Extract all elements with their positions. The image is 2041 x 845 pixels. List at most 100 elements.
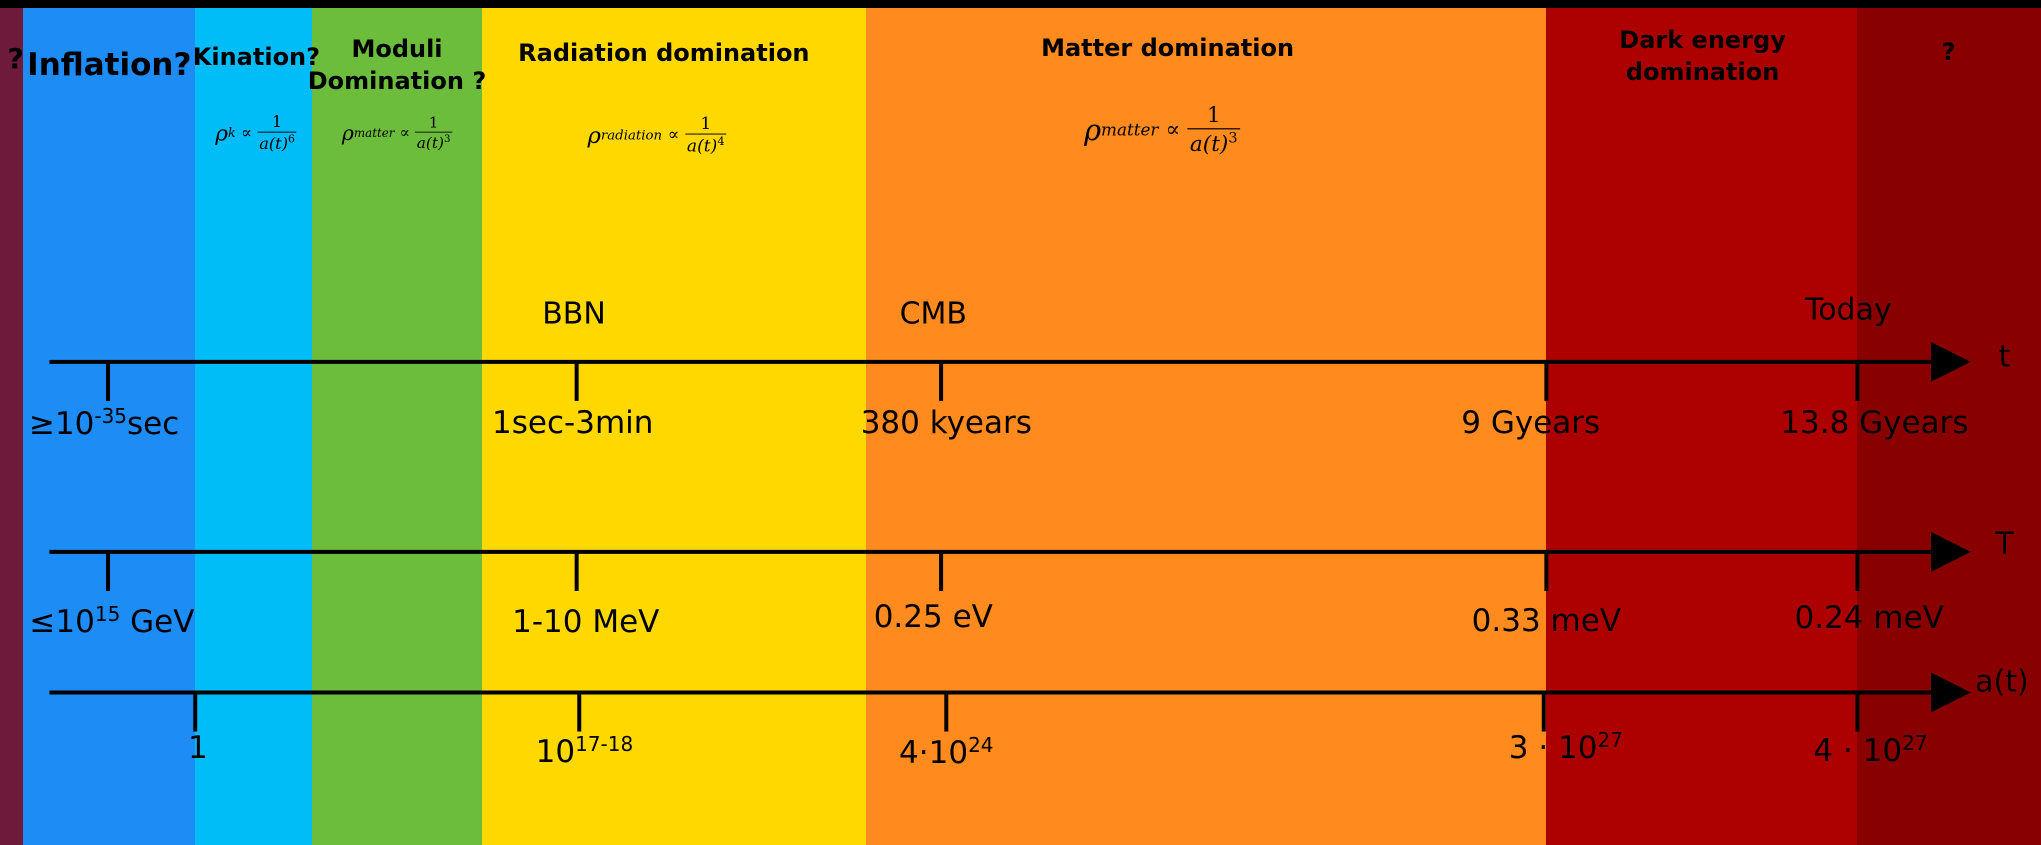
title-line: Kination? — [192, 43, 321, 72]
title-line: Dark energy — [1619, 25, 1786, 54]
title-line: Radiation domination — [518, 39, 810, 68]
title-line: ? — [1941, 38, 1956, 67]
tick-label: 380 kyears — [861, 405, 1032, 441]
axis-name: a(t) — [1975, 664, 2029, 700]
relation: ∝ — [241, 123, 253, 143]
subscript: radiation — [601, 127, 663, 143]
label-text: 13.8 Gyears — [1780, 405, 1969, 442]
denominator: a(t)3 — [415, 131, 453, 152]
tick-label: 0.25 eV — [874, 599, 993, 635]
tick-label: ≤1015 GeV — [29, 602, 194, 640]
tick-label: 1sec-3min — [492, 405, 653, 441]
symbol: ρ — [587, 122, 602, 149]
denominator-base: a(t) — [1190, 131, 1229, 158]
title-line: Matter domination — [1041, 34, 1295, 63]
label-text: 4·10 — [899, 735, 969, 772]
tick-label: 1 — [188, 730, 208, 766]
symbol: ρ — [215, 120, 229, 146]
subscript: k — [228, 125, 237, 140]
exponent: 4 — [717, 134, 725, 149]
label-text: 1 — [187, 730, 208, 767]
band-title: Moduli Domination ? — [308, 33, 486, 97]
label-text: 10 — [535, 734, 576, 771]
numerator: 1 — [700, 113, 712, 134]
left-edge — [0, 8, 24, 845]
numerator: 1 — [428, 113, 439, 132]
symbol: ρ — [1084, 113, 1102, 147]
event-label: BBN — [542, 296, 606, 332]
numerator: 1 — [1207, 103, 1221, 129]
label-suffix: GeV — [120, 604, 195, 641]
label-text: 0.25 eV — [873, 598, 993, 635]
band — [481, 8, 866, 845]
label-text: 4 · 10 — [1813, 732, 1903, 769]
fraction: 1 a(t)4 — [685, 113, 727, 157]
label-text: 0.24 meV — [1794, 600, 1944, 637]
exponent: 6 — [288, 132, 296, 145]
relation: ∝ — [399, 123, 410, 142]
band — [195, 8, 313, 845]
title-line: Moduli — [351, 35, 443, 64]
exponent: 3 — [1228, 129, 1238, 147]
axis-name: T — [1995, 526, 2014, 562]
denominator: a(t)4 — [685, 133, 727, 157]
event-label: CMB — [899, 296, 967, 332]
tick-label: 13.8 Gyears — [1780, 405, 1968, 441]
tick-label: 4·1024 — [899, 733, 993, 771]
title-line: Domination ? — [307, 67, 487, 96]
title-line: domination — [1625, 57, 1780, 86]
numerator: 1 — [272, 112, 283, 132]
fraction: 1 a(t)3 — [415, 113, 453, 152]
formula: ρ matter ∝ 1 a(t)3 — [1084, 103, 1241, 158]
exponent: 3 — [443, 132, 451, 145]
axis-name: t — [1998, 339, 2011, 375]
label-suffix: sec — [127, 406, 180, 443]
band-title: Inflation? — [27, 49, 191, 81]
band-title: Radiation domination — [518, 37, 809, 69]
subscript: matter — [1101, 120, 1159, 140]
band-title: Kination? — [193, 41, 320, 73]
formula: ρ k ∝ 1 a(t)6 — [215, 112, 298, 154]
fraction: 1 a(t)3 — [1187, 103, 1241, 158]
tick-label: 3 · 1027 — [1509, 728, 1623, 766]
tick-label: 9 Gyears — [1461, 405, 1600, 441]
formula: ρ matter ∝ 1 a(t)3 — [341, 113, 453, 152]
denominator-base: a(t) — [259, 134, 289, 154]
symbol: ρ — [341, 120, 354, 145]
fraction: 1 a(t)6 — [257, 112, 298, 154]
band — [1546, 8, 1858, 845]
tick-label: 0.24 meV — [1794, 600, 1943, 636]
band — [23, 8, 196, 845]
label-text: 0.33 meV — [1471, 602, 1622, 639]
denominator: a(t)3 — [1187, 128, 1241, 158]
title-line: Inflation? — [27, 47, 192, 84]
denominator-base: a(t) — [687, 136, 718, 157]
label-text: 380 kyears — [860, 405, 1032, 442]
tick-label: ≥10-35sec — [29, 404, 179, 442]
band-title: Matter domination — [1041, 32, 1294, 64]
label-text: ≥10 — [28, 406, 95, 443]
label-text: ≤10 — [29, 604, 95, 641]
relation: ∝ — [1166, 117, 1181, 143]
label-sup: 17-18 — [575, 731, 634, 756]
band — [865, 8, 1547, 845]
label-text: 1sec-3min — [492, 405, 654, 442]
band — [312, 8, 482, 845]
denominator-base: a(t) — [416, 134, 444, 152]
label-sup: 24 — [968, 733, 994, 758]
band-title: Dark energy domination — [1619, 24, 1786, 88]
label-text: 3 · 10 — [1508, 730, 1598, 767]
label-sup: -35 — [94, 403, 128, 428]
denominator: a(t)6 — [257, 131, 298, 154]
tick-label: 1017-18 — [536, 732, 634, 770]
label-sup: 27 — [1902, 730, 1928, 755]
formula: ρ radiation ∝ 1 a(t)4 — [588, 114, 727, 157]
title-line: ? — [7, 41, 24, 75]
relation: ∝ — [668, 125, 680, 146]
label-text: 1-10 MeV — [512, 604, 660, 641]
tick-label: 1-10 MeV — [512, 604, 659, 640]
tick-label: 4 · 1027 — [1813, 731, 1927, 769]
label-text: 9 Gyears — [1461, 405, 1601, 442]
